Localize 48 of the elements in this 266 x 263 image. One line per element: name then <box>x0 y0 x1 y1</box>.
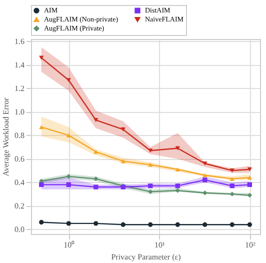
point <box>39 182 44 188</box>
point <box>202 161 208 166</box>
point <box>94 221 98 226</box>
point <box>66 182 71 188</box>
point <box>94 184 98 190</box>
point <box>175 167 180 172</box>
point <box>39 125 44 130</box>
point <box>66 78 71 82</box>
x-tick-label: 10⁰ <box>64 240 75 250</box>
point <box>175 146 180 150</box>
point <box>230 192 234 196</box>
point <box>202 190 208 196</box>
point <box>120 222 126 227</box>
point <box>39 220 44 225</box>
point <box>94 150 98 154</box>
point <box>94 176 98 182</box>
x-axis-title: Privacy Parameter (ε) <box>111 252 182 262</box>
point <box>175 188 180 193</box>
y-axis-title: Average Workload Error <box>2 97 10 176</box>
y-tick-label: 0.6 <box>14 154 24 164</box>
point <box>230 183 234 188</box>
point <box>66 221 71 226</box>
y-tick-label: 1.4 <box>14 60 24 70</box>
point <box>175 222 180 227</box>
y-tick-label: 1.6 <box>14 36 24 46</box>
point <box>66 133 71 138</box>
point <box>202 178 208 182</box>
point <box>148 189 153 194</box>
y-tick-label: 0.0 <box>14 224 24 234</box>
point <box>66 174 71 179</box>
point <box>120 127 126 132</box>
point <box>175 183 180 188</box>
y-tick-label: 1.0 <box>14 107 24 116</box>
y-tick-label: 0.4 <box>14 178 24 187</box>
x-tick-label: 10¹ <box>154 240 166 250</box>
y-tick-label: 0.2 <box>14 201 24 210</box>
point <box>202 222 208 227</box>
y-tick-label: 0.8 <box>14 130 24 140</box>
point <box>230 168 234 173</box>
point <box>230 222 234 227</box>
point <box>230 176 234 181</box>
y-tick-label: 1.2 <box>14 84 24 93</box>
point <box>148 148 153 153</box>
point <box>202 173 208 178</box>
point <box>94 118 98 122</box>
point <box>148 183 153 188</box>
x-tick-label: 10² <box>244 240 256 250</box>
point <box>148 222 153 227</box>
